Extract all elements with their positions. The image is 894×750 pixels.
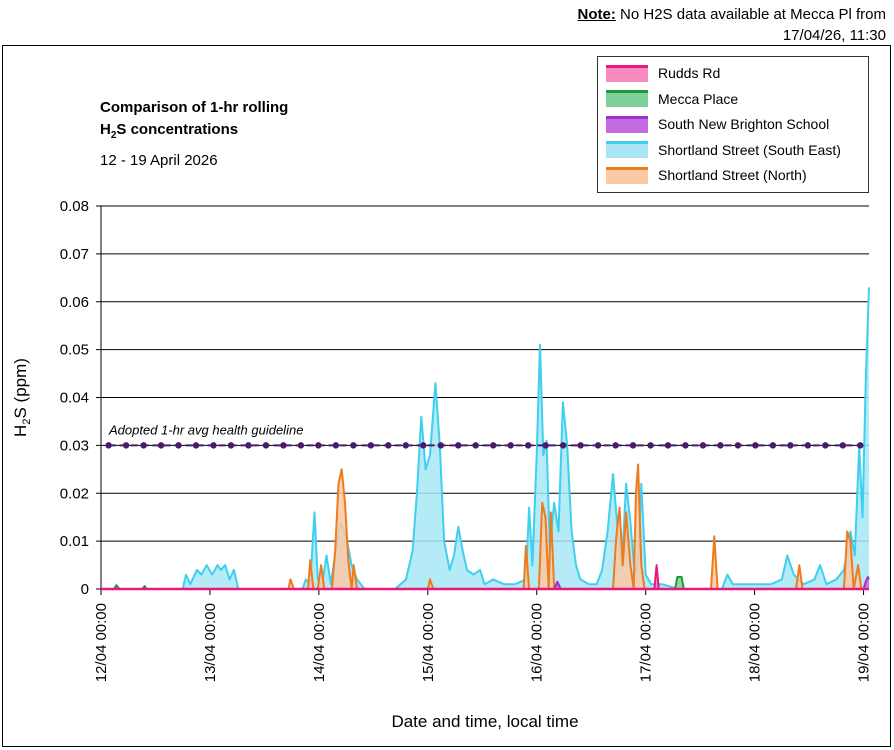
x-tick-label: 18/04 00:00 [747, 603, 764, 682]
guideline-marker [752, 442, 759, 449]
legend-label: Rudds Rd [658, 65, 721, 81]
title-subscript: 2 [110, 130, 117, 141]
legend-label: Shortland Street (South East) [658, 141, 841, 158]
chart-title: Comparison of 1-hr rolling H2S concentra… [100, 97, 288, 143]
guideline-marker [734, 442, 742, 449]
guideline-marker [315, 442, 322, 449]
guideline-marker [769, 442, 777, 449]
y-tick-label: 0.03 [60, 437, 89, 454]
guideline-marker [262, 442, 270, 449]
x-tick-label: 14/04 00:00 [311, 603, 328, 682]
series-shortland-street-south-east- [101, 287, 870, 590]
x-tick-label: 12/04 00:00 [93, 603, 110, 682]
guideline-marker [594, 442, 602, 449]
y-tick-label: 0.02 [60, 485, 89, 502]
data-note: Note: No H2S data available at Mecca Pl … [566, 4, 886, 46]
guideline-marker [542, 442, 549, 449]
guideline-marker [297, 442, 305, 449]
legend-item: Shortland Street (South East) [606, 139, 841, 161]
legend-swatch [606, 90, 648, 107]
guideline-marker [175, 442, 182, 449]
note-label: Note: [577, 6, 616, 23]
guideline-marker [455, 442, 462, 449]
guideline-marker [804, 442, 812, 449]
y-tick-label: 0.01 [60, 533, 89, 550]
chart-title-line2: H2S concentrations [100, 119, 288, 143]
legend-swatch [606, 115, 648, 133]
guideline-marker [577, 442, 584, 449]
guideline-marker [157, 442, 165, 449]
legend-item: Rudds Rd [606, 62, 720, 84]
guideline-marker [647, 442, 654, 449]
guideline-marker [402, 442, 409, 449]
date-range: 12 - 19 April 2026 [100, 152, 218, 169]
legend-swatch [606, 166, 648, 184]
guideline-marker [664, 442, 672, 449]
guideline-marker [507, 442, 514, 449]
series-line [101, 287, 870, 590]
y-axis-label: H2S (ppm) [11, 358, 33, 437]
guideline-marker [245, 442, 252, 449]
y-tick-label: 0.08 [60, 198, 89, 215]
y-tick-label: 0.06 [60, 294, 89, 311]
legend-label: Mecca Place [658, 90, 739, 107]
guideline-marker [717, 442, 724, 449]
series-area [101, 287, 869, 589]
y-tick-label: 0 [81, 581, 89, 598]
guideline-marker [332, 442, 340, 449]
guideline-marker [822, 442, 829, 449]
legend: Rudds Rd Mecca Place South New Brighton Sc… [597, 56, 869, 193]
guideline-marker [489, 442, 497, 449]
guideline-marker [280, 442, 287, 449]
legend-swatch [606, 141, 648, 158]
y-tick-label: 0.04 [60, 390, 89, 407]
chart-title-line1: Comparison of 1-hr rolling [100, 99, 289, 116]
guideline-marker [350, 442, 357, 449]
y-tick-label: 0.05 [60, 342, 89, 359]
guideline-marker [839, 442, 847, 449]
guideline-marker [857, 442, 864, 449]
guideline-marker [227, 442, 235, 449]
series-line [101, 576, 695, 590]
x-tick-label: 15/04 00:00 [420, 603, 437, 682]
guideline-marker [420, 442, 427, 449]
guideline-marker [210, 442, 217, 449]
guideline-marker [385, 442, 392, 449]
guideline-marker [367, 442, 375, 449]
legend-label: Shortland Street (North) [658, 167, 807, 183]
legend-item: Shortland Street (North) [606, 164, 807, 186]
note-text: No H2S data available at Mecca Pl from 1… [620, 6, 886, 44]
guideline-marker [192, 442, 200, 449]
guideline-marker [699, 442, 707, 449]
x-tick-label: 19/04 00:00 [856, 603, 873, 682]
guideline-marker [787, 442, 794, 449]
x-tick-label: 13/04 00:00 [202, 603, 219, 682]
guideline-marker [682, 442, 689, 449]
guideline-label: Adopted 1-hr avg health guideline [108, 422, 303, 437]
legend-label: South New Brighton School [658, 116, 830, 132]
title-h: H [100, 121, 111, 138]
guideline-marker [559, 442, 567, 449]
guideline-marker [437, 442, 444, 449]
guideline-marker [140, 442, 147, 449]
guideline-marker [612, 442, 619, 449]
legend-item: Mecca Place [606, 88, 738, 110]
legend-item: South New Brighton School [606, 113, 829, 135]
x-axis-label: Date and time, local time [391, 712, 579, 731]
x-tick-label: 17/04 00:00 [638, 603, 655, 682]
legend-swatch [606, 64, 648, 82]
y-tick-label: 0.07 [60, 246, 89, 263]
x-tick-label: 16/04 00:00 [529, 603, 546, 682]
guideline-marker [472, 442, 479, 449]
guideline-marker [122, 442, 130, 449]
title-rest: S concentrations [116, 121, 239, 138]
guideline-marker [629, 442, 637, 449]
guideline-marker [524, 442, 532, 449]
chart-frame [2, 45, 891, 747]
guideline-marker [105, 442, 112, 449]
series-mecca-place [101, 576, 695, 590]
